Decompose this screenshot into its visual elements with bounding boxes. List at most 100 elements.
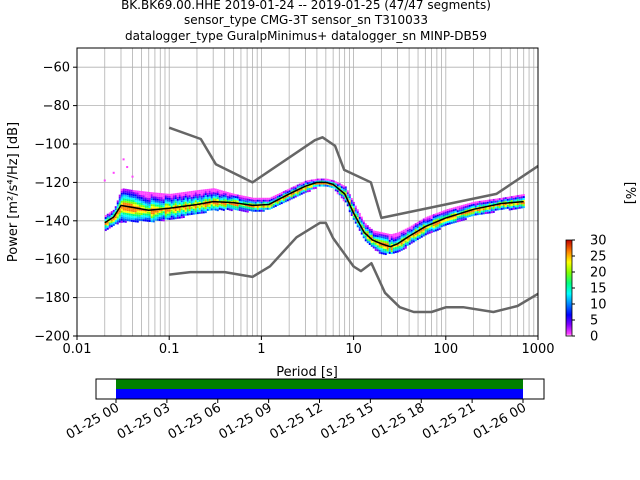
heatmap-cell <box>216 205 219 208</box>
heatmap-cell <box>466 205 469 208</box>
heatmap-cell <box>216 191 219 194</box>
heatmap-cell <box>386 241 389 244</box>
heatmap-cell <box>416 224 419 227</box>
heatmap-cell <box>164 193 167 196</box>
heatmap-cell <box>298 191 301 194</box>
heatmap-cell <box>440 211 443 214</box>
heatmap-cell <box>292 186 295 189</box>
heatmap-cell <box>444 219 447 222</box>
heatmap-cell <box>520 204 523 207</box>
heatmap-cell <box>118 198 121 201</box>
heatmap-cell <box>128 207 131 210</box>
heatmap-cell <box>290 195 293 198</box>
heatmap-cell <box>376 231 379 234</box>
heatmap-cell <box>506 204 509 207</box>
heatmap-cell <box>142 191 145 194</box>
heatmap-cell <box>396 234 399 237</box>
heatmap-cell <box>426 230 429 233</box>
heatmap-cell <box>276 201 279 204</box>
heatmap-cell <box>436 224 439 227</box>
heatmap-cell <box>272 201 275 204</box>
heatmap-cell <box>328 185 331 188</box>
heatmap-cell <box>414 235 417 238</box>
heatmap-cell <box>360 220 363 223</box>
heatmap-cell <box>178 212 181 215</box>
heatmap-cell <box>174 215 177 218</box>
heatmap-cell <box>202 211 205 214</box>
heatmap-cell <box>188 209 191 212</box>
heatmap-cell <box>254 205 257 208</box>
heatmap-cell <box>408 230 411 233</box>
heatmap-cell <box>456 208 459 211</box>
heatmap-cell <box>426 228 429 231</box>
heatmap-cell <box>270 198 273 201</box>
heatmap-cell <box>374 230 377 233</box>
heatmap-cell <box>150 218 153 221</box>
heatmap-cell <box>452 217 455 220</box>
heatmap-cell <box>272 195 275 198</box>
heatmap-cell <box>104 215 107 218</box>
heatmap-cell <box>220 196 223 199</box>
heatmap-cell <box>144 195 147 198</box>
heatmap-cell <box>412 230 415 233</box>
heatmap-cell <box>306 190 309 193</box>
heatmap-cell <box>128 197 131 200</box>
heatmap-cell <box>202 197 205 200</box>
heatmap-cell <box>366 239 369 242</box>
heatmap-cell <box>140 211 143 214</box>
heatmap-cell <box>266 205 269 208</box>
heatmap-cell <box>138 198 141 201</box>
heatmap-cell <box>320 178 323 181</box>
heatmap-cell <box>178 204 181 207</box>
heatmap-cell <box>202 191 205 194</box>
heatmap-cell <box>134 196 137 199</box>
heatmap-cell <box>138 194 141 197</box>
heatmap-cell <box>316 178 319 181</box>
heatmap-cell <box>114 220 117 223</box>
heatmap-cell <box>236 200 239 203</box>
heatmap-cell <box>126 215 129 218</box>
heatmap-cell <box>140 197 143 200</box>
heatmap-cell <box>120 202 123 205</box>
heatmap-cell <box>436 228 439 231</box>
heatmap-cell <box>218 201 221 204</box>
heatmap-cell <box>184 203 187 206</box>
heatmap-cell <box>132 194 135 197</box>
heatmap-cell <box>346 196 349 199</box>
heatmap-cell <box>444 215 447 218</box>
heatmap-cell <box>154 216 157 219</box>
heatmap-cell <box>304 186 307 189</box>
heatmap-cell <box>334 187 337 190</box>
heatmap-cell <box>404 242 407 245</box>
heatmap-cell <box>360 232 363 235</box>
heatmap-cell <box>510 208 513 211</box>
heatmap-cell <box>112 211 115 214</box>
heatmap-cell <box>422 222 425 225</box>
heatmap-cell <box>286 189 289 192</box>
heatmap-cell <box>434 223 437 226</box>
heatmap-cell <box>152 216 155 219</box>
heatmap-cell <box>126 201 129 204</box>
heatmap-cell <box>428 229 431 232</box>
heatmap-cell <box>272 205 275 208</box>
heatmap-cell <box>520 206 523 209</box>
heatmap-cell <box>360 216 363 219</box>
heatmap-cell <box>164 217 167 220</box>
heatmap-cell <box>176 192 179 195</box>
heatmap-cell <box>276 195 279 198</box>
heatmap-cell <box>326 182 329 185</box>
heatmap-cell <box>144 219 147 222</box>
heatmap-cell <box>184 211 187 214</box>
heatmap-cell <box>246 202 249 205</box>
heatmap-cell <box>126 211 129 214</box>
heatmap-cell <box>374 242 377 245</box>
heatmap-cell <box>200 207 203 210</box>
heatmap-cell <box>196 210 199 213</box>
heatmap-cell <box>398 247 401 250</box>
heatmap-cell <box>136 220 139 223</box>
heatmap-cell <box>422 220 425 223</box>
heatmap-cell <box>152 192 155 195</box>
heatmap-cell <box>308 181 311 184</box>
heatmap-cell <box>398 249 401 252</box>
heatmap-cell <box>382 238 385 241</box>
